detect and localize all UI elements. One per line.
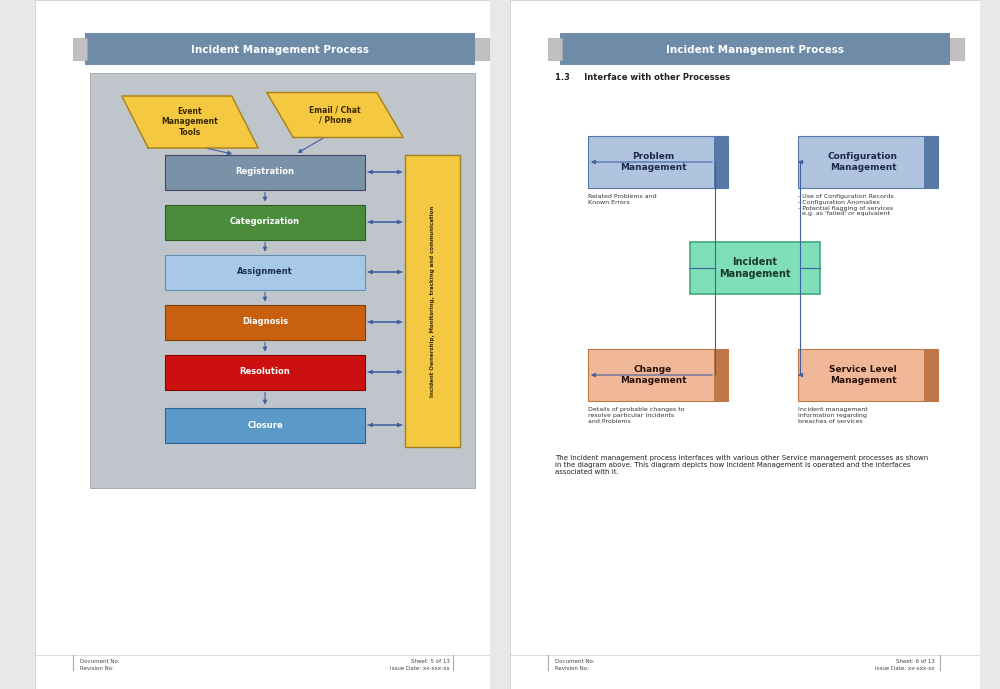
FancyBboxPatch shape <box>588 136 728 188</box>
FancyBboxPatch shape <box>548 38 562 60</box>
FancyBboxPatch shape <box>85 33 475 65</box>
FancyBboxPatch shape <box>165 154 365 189</box>
Text: Document No:
Revision No:: Document No: Revision No: <box>80 659 120 671</box>
FancyBboxPatch shape <box>588 349 728 401</box>
FancyBboxPatch shape <box>798 349 938 401</box>
Text: Incident
Management: Incident Management <box>719 257 791 279</box>
Text: Change
Management: Change Management <box>620 365 686 384</box>
FancyBboxPatch shape <box>510 0 980 689</box>
FancyBboxPatch shape <box>165 205 365 240</box>
Text: Closure: Closure <box>247 420 283 429</box>
Text: Incident Ownership, Monitoring, tracking and communication: Incident Ownership, Monitoring, tracking… <box>430 205 435 397</box>
FancyBboxPatch shape <box>690 242 820 294</box>
Text: Details of probable changes to
resolve particular Incidents
and Problems: Details of probable changes to resolve p… <box>588 407 685 424</box>
Text: Incident Management Process: Incident Management Process <box>191 45 369 55</box>
Text: Related Problems and
Known Errors: Related Problems and Known Errors <box>588 194 657 205</box>
Text: Resolution: Resolution <box>240 367 290 376</box>
Polygon shape <box>267 92 403 138</box>
Text: Diagnosis: Diagnosis <box>242 318 288 327</box>
FancyBboxPatch shape <box>475 38 489 60</box>
Text: Configuration
Management: Configuration Management <box>828 152 898 172</box>
FancyBboxPatch shape <box>165 254 365 289</box>
Text: Problem
Management: Problem Management <box>620 152 686 172</box>
Text: Assignment: Assignment <box>237 267 293 276</box>
FancyBboxPatch shape <box>165 407 365 442</box>
FancyBboxPatch shape <box>714 136 728 188</box>
Polygon shape <box>122 96 258 148</box>
FancyBboxPatch shape <box>950 38 964 60</box>
FancyBboxPatch shape <box>405 155 460 447</box>
Text: Service Level
Management: Service Level Management <box>829 365 897 384</box>
Text: Sheet: 5 of 13
Issue Date: xx-xxx-xx: Sheet: 5 of 13 Issue Date: xx-xxx-xx <box>390 659 450 671</box>
Text: The Incident management process interfaces with various other Service management: The Incident management process interfac… <box>555 455 928 475</box>
FancyBboxPatch shape <box>73 38 87 60</box>
FancyBboxPatch shape <box>714 349 728 401</box>
Text: - Use of Configuration Records
- Configuration Anomalies
- Potential flagging of: - Use of Configuration Records - Configu… <box>798 194 894 216</box>
Text: Registration: Registration <box>236 167 294 176</box>
Text: Categorization: Categorization <box>230 218 300 227</box>
FancyBboxPatch shape <box>924 349 938 401</box>
FancyBboxPatch shape <box>35 0 490 689</box>
FancyBboxPatch shape <box>165 305 365 340</box>
FancyBboxPatch shape <box>924 136 938 188</box>
Text: Incident Management Process: Incident Management Process <box>666 45 844 55</box>
FancyBboxPatch shape <box>560 33 950 65</box>
Text: Event
Management
Tools: Event Management Tools <box>162 107 218 137</box>
Text: Sheet: 6 of 13
Issue Date: xx-xxx-xx: Sheet: 6 of 13 Issue Date: xx-xxx-xx <box>875 659 935 671</box>
FancyBboxPatch shape <box>165 355 365 389</box>
Text: Incident management
information regarding
breaches of services: Incident management information regardin… <box>798 407 868 424</box>
Text: Email / Chat
/ Phone: Email / Chat / Phone <box>309 105 361 125</box>
FancyBboxPatch shape <box>798 136 938 188</box>
FancyBboxPatch shape <box>90 73 475 488</box>
Text: Document No:
Revision No:: Document No: Revision No: <box>555 659 595 671</box>
Text: 1.3     Interface with other Processes: 1.3 Interface with other Processes <box>555 74 730 83</box>
